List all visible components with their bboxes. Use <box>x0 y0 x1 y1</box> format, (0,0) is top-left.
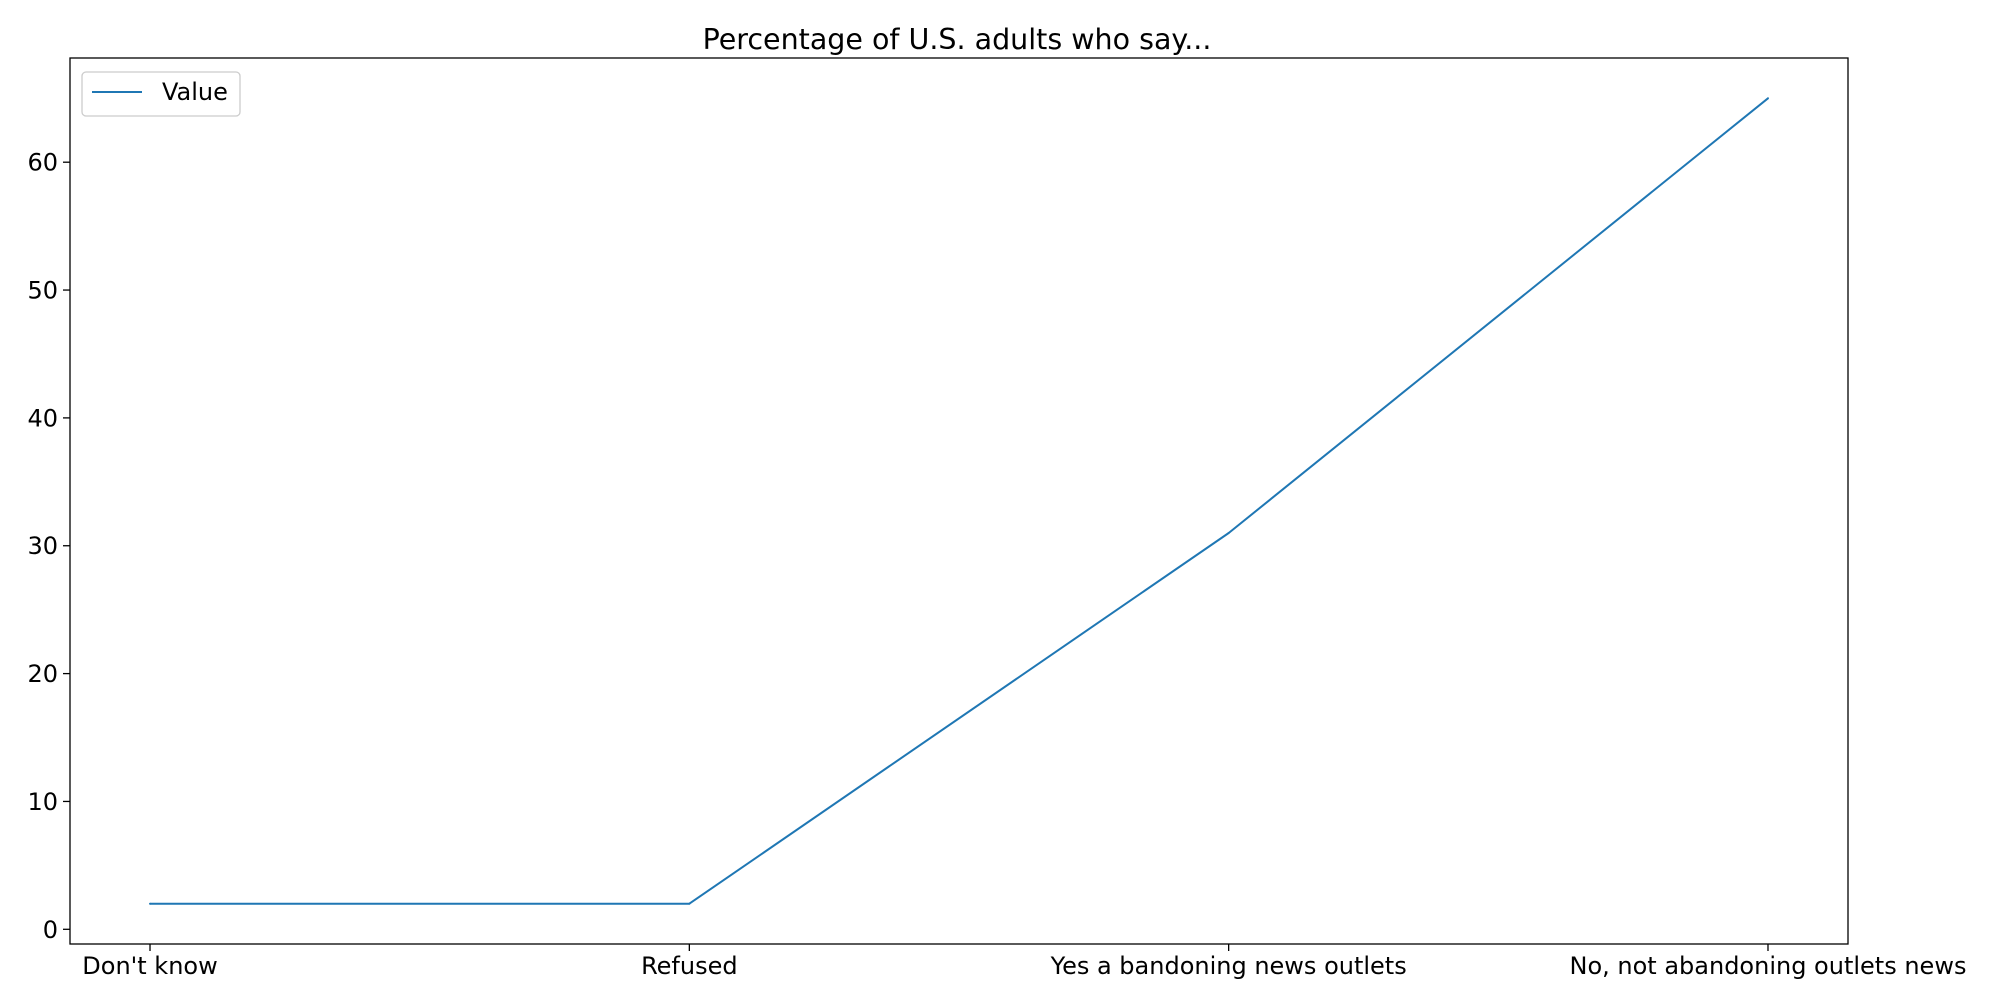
y-tick-label: 50 <box>27 277 58 305</box>
y-tick-label: 20 <box>27 660 58 688</box>
x-tick-label: No, not abandoning outlets news <box>1570 952 1967 980</box>
x-axis: Don't know Refused Yes a bandoning news ou… <box>82 944 1966 980</box>
x-tick-label: Refused <box>641 952 738 980</box>
y-tick-label: 0 <box>43 916 58 944</box>
data-point <box>1766 97 1769 100</box>
chart-title: Percentage of U.S. adults who say... <box>703 23 1212 56</box>
legend-label: Value <box>162 78 228 106</box>
legend: Value <box>81 71 241 117</box>
x-tick-label: Don't know <box>82 952 217 980</box>
plot-frame <box>69 57 1849 945</box>
data-point <box>1227 531 1230 534</box>
y-axis: 0 10 20 30 40 50 60 <box>27 149 70 944</box>
data-point <box>149 902 152 905</box>
data-point <box>688 902 691 905</box>
y-tick-label: 60 <box>27 149 58 177</box>
y-tick-label: 10 <box>27 788 58 816</box>
series-line <box>150 97 1769 905</box>
legend-box <box>81 71 241 117</box>
y-tick-label: 40 <box>27 404 58 432</box>
y-tick-label: 30 <box>27 532 58 560</box>
x-tick-label: Yes a bandoning news outlets <box>1050 952 1407 980</box>
series-layer <box>149 97 1769 905</box>
